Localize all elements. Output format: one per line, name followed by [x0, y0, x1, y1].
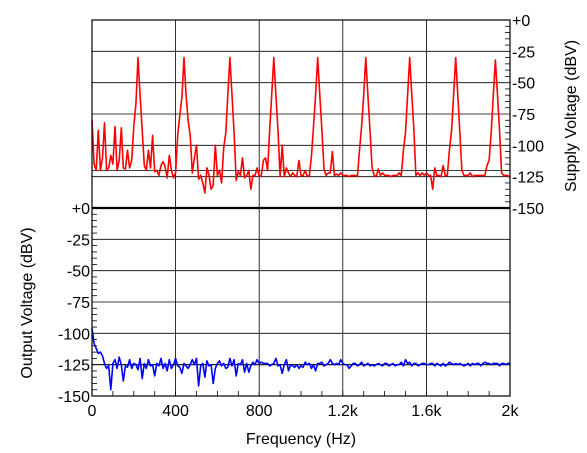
series-lines [91, 56, 511, 391]
y-tick-label: -25 [512, 44, 535, 61]
y-tick-label: -100 [58, 326, 90, 343]
y-tick-label: -50 [67, 264, 90, 281]
y-axis-title-left: Output Voltage (dBV) [19, 227, 36, 378]
supply-series-line [91, 56, 511, 194]
axes [91, 19, 511, 397]
y-tick-label: +0 [512, 13, 530, 30]
y-tick-label: -75 [512, 107, 535, 124]
x-tick-label: 2k [502, 403, 520, 420]
y-tick-label: -150 [512, 201, 544, 218]
y-tick-label: -50 [512, 76, 535, 93]
x-tick-label: 400 [162, 403, 189, 420]
tick-labels: 0 400 800 1.2k 1.6k 2k +0 -25 -50 -75 -100 -125 -150… [58, 13, 544, 420]
y-tick-label: -150 [58, 389, 90, 406]
x-tick-label: 0 [88, 403, 97, 420]
y-tick-label: -75 [67, 295, 90, 312]
x-tick-label: 1.2k [328, 403, 359, 420]
x-tick-label: 800 [246, 403, 273, 420]
y-tick-label: -125 [512, 170, 544, 187]
output-series-line [91, 328, 510, 391]
y-tick-label: -25 [67, 232, 90, 249]
x-tick-label: 1.6k [411, 403, 442, 420]
y-tick-label: +0 [72, 201, 90, 218]
x-axis-title: Frequency (Hz) [246, 431, 356, 448]
y-tick-label: -125 [58, 358, 90, 375]
y-tick-label: -100 [512, 138, 544, 155]
y-axis-title-right: Supply Voltage (dBV) [563, 40, 580, 192]
